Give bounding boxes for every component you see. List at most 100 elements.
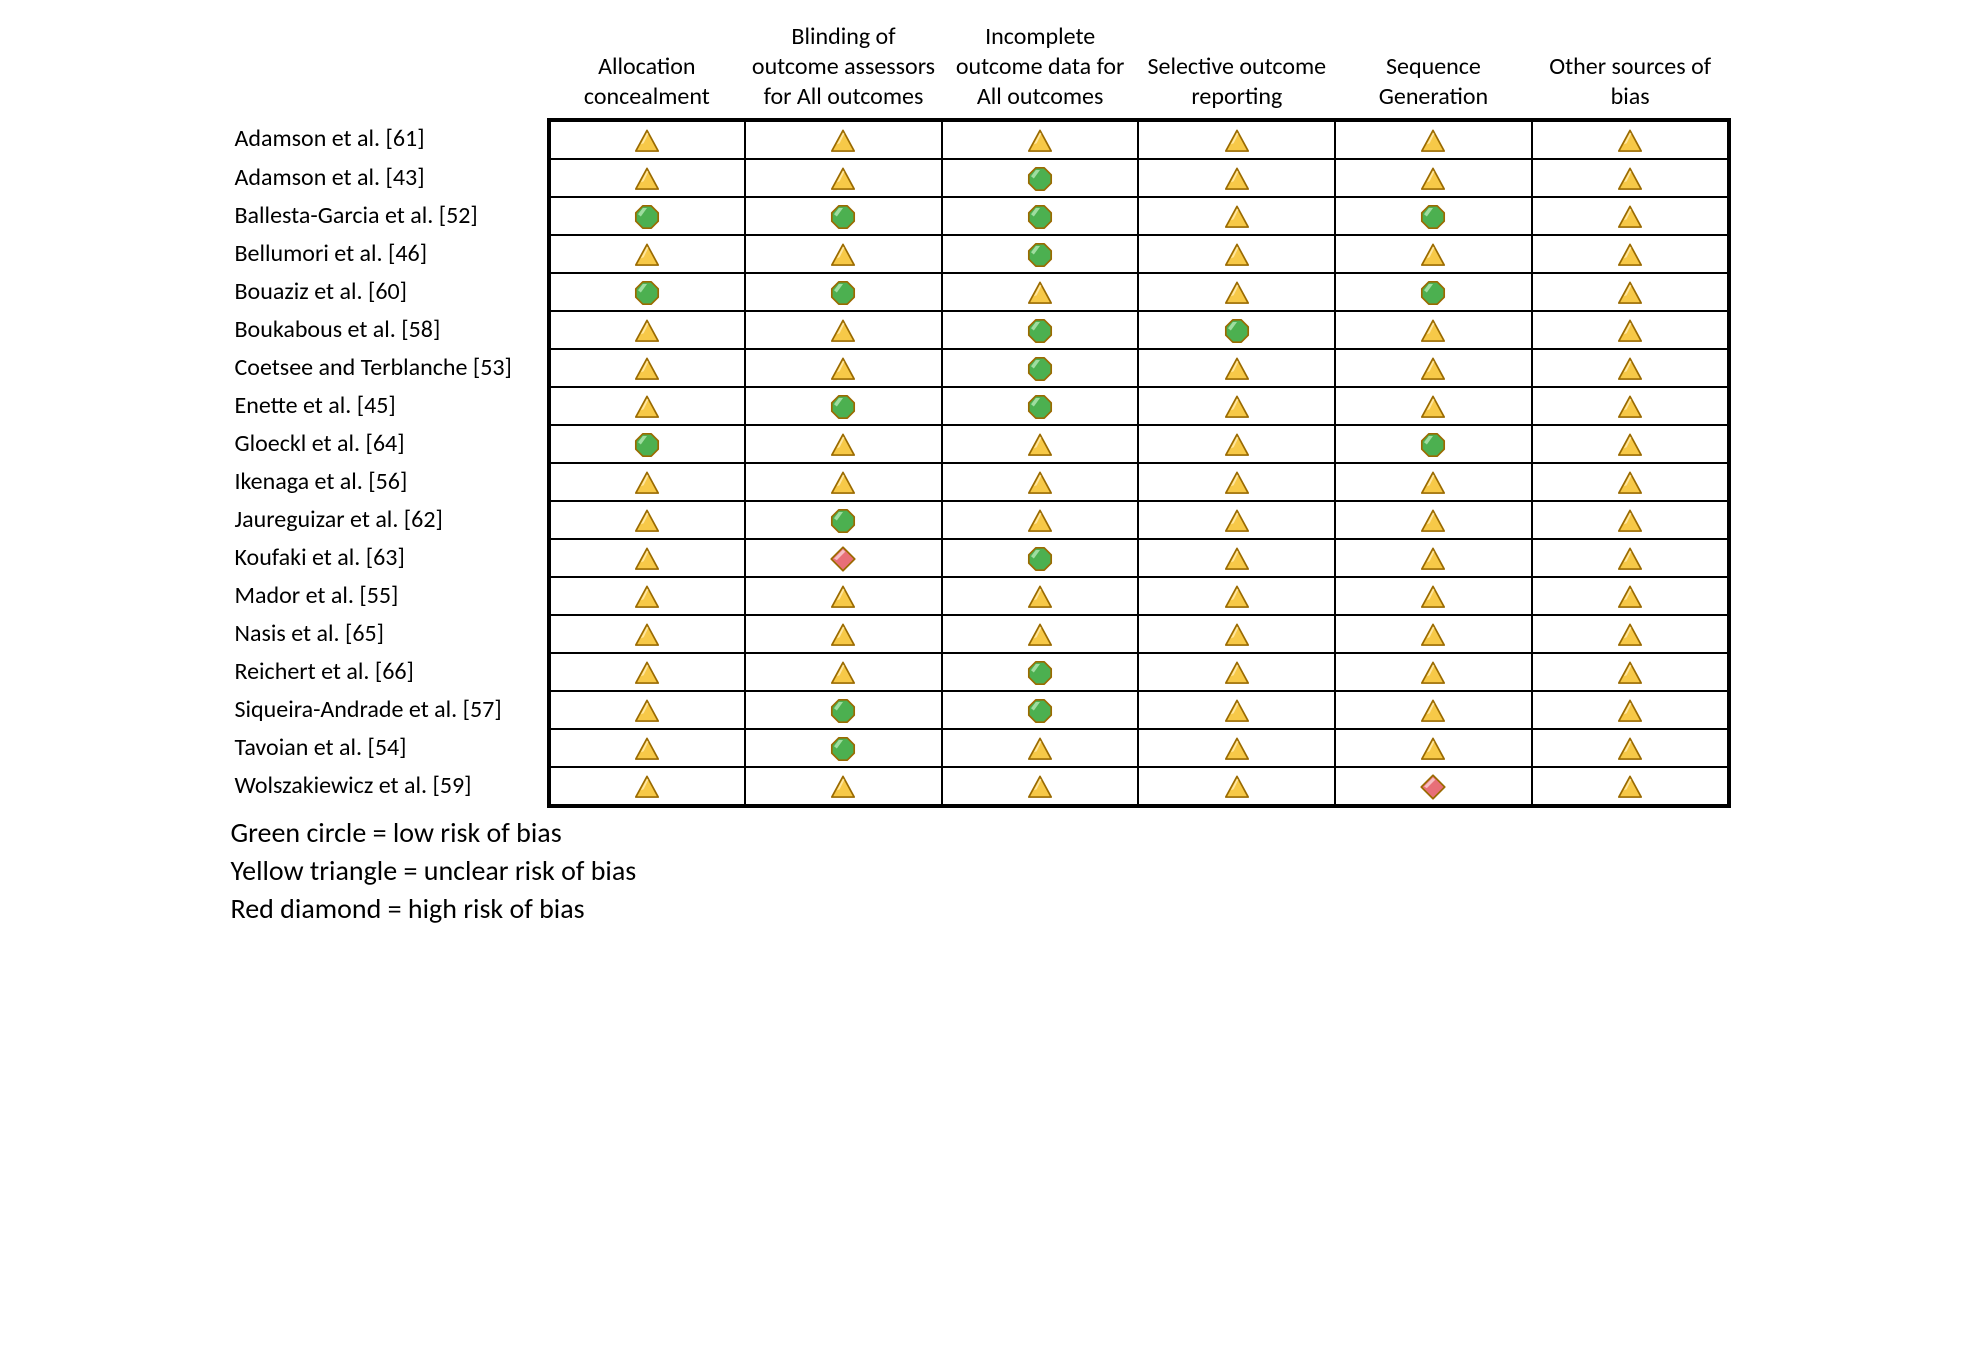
low-risk-icon (633, 431, 661, 459)
risk-cell (549, 539, 746, 577)
low-risk-icon (1026, 241, 1054, 269)
unclear-risk-icon (633, 545, 661, 573)
risk-cell (942, 577, 1139, 615)
risk-cell (942, 311, 1139, 349)
row-label: Ballesta-Garcia et al. [52] (231, 197, 549, 235)
risk-cell (549, 197, 746, 235)
unclear-risk-icon (1419, 621, 1447, 649)
row-label: Siqueira-Andrade et al. [57] (231, 691, 549, 729)
table-row: Coetsee and Terblanche [53] (231, 349, 1729, 387)
risk-cell (549, 311, 746, 349)
risk-cell (1532, 691, 1729, 729)
unclear-risk-icon (1419, 507, 1447, 535)
unclear-risk-icon (633, 165, 661, 193)
unclear-risk-icon (1616, 545, 1644, 573)
table-row: Mador et al. [55] (231, 577, 1729, 615)
unclear-risk-icon (1223, 279, 1251, 307)
unclear-risk-icon (829, 773, 857, 801)
row-label: Tavoian et al. [54] (231, 729, 549, 767)
risk-cell (942, 387, 1139, 425)
risk-cell (745, 615, 942, 653)
risk-cell (1138, 425, 1335, 463)
risk-cell (942, 501, 1139, 539)
risk-cell (549, 387, 746, 425)
unclear-risk-icon (1223, 545, 1251, 573)
risk-cell (1138, 273, 1335, 311)
risk-cell (1335, 501, 1532, 539)
risk-cell (942, 349, 1139, 387)
low-risk-icon (829, 697, 857, 725)
risk-cell (1532, 197, 1729, 235)
risk-cell (942, 235, 1139, 273)
unclear-risk-icon (829, 659, 857, 687)
risk-cell (1138, 691, 1335, 729)
row-label: Jaureguizar et al. [62] (231, 501, 549, 539)
risk-cell (1532, 387, 1729, 425)
risk-cell (1532, 729, 1729, 767)
unclear-risk-icon (1419, 165, 1447, 193)
risk-cell (1532, 120, 1729, 159)
unclear-risk-icon (1616, 127, 1644, 155)
risk-cell (1335, 539, 1532, 577)
risk-cell (1532, 577, 1729, 615)
risk-cell (745, 767, 942, 806)
unclear-risk-icon (1616, 165, 1644, 193)
risk-cell (549, 273, 746, 311)
table-row: Adamson et al. [43] (231, 159, 1729, 197)
low-risk-icon (1026, 355, 1054, 383)
risk-cell (1532, 159, 1729, 197)
unclear-risk-icon (829, 621, 857, 649)
unclear-risk-icon (829, 355, 857, 383)
risk-cell (1335, 349, 1532, 387)
risk-cell (942, 273, 1139, 311)
unclear-risk-icon (1223, 127, 1251, 155)
risk-cell (1335, 577, 1532, 615)
risk-cell (1138, 159, 1335, 197)
row-label: Wolszakiewicz et al. [59] (231, 767, 549, 806)
risk-cell (745, 349, 942, 387)
unclear-risk-icon (1223, 469, 1251, 497)
risk-cell (942, 463, 1139, 501)
unclear-risk-icon (1616, 773, 1644, 801)
low-risk-icon (1223, 317, 1251, 345)
risk-cell (1335, 653, 1532, 691)
risk-cell (1532, 311, 1729, 349)
unclear-risk-icon (633, 469, 661, 497)
unclear-risk-icon (829, 127, 857, 155)
unclear-risk-icon (1223, 697, 1251, 725)
risk-cell (745, 311, 942, 349)
unclear-risk-icon (1026, 507, 1054, 535)
low-risk-icon (1026, 659, 1054, 687)
unclear-risk-icon (829, 317, 857, 345)
risk-cell (1138, 615, 1335, 653)
risk-cell (1138, 387, 1335, 425)
unclear-risk-icon (1616, 659, 1644, 687)
unclear-risk-icon (829, 165, 857, 193)
risk-cell (1138, 539, 1335, 577)
low-risk-icon (1026, 165, 1054, 193)
risk-cell (1335, 425, 1532, 463)
row-label: Bouaziz et al. [60] (231, 273, 549, 311)
unclear-risk-icon (1223, 431, 1251, 459)
low-risk-icon (1026, 317, 1054, 345)
risk-cell (549, 463, 746, 501)
risk-cell (549, 615, 746, 653)
table-row: Adamson et al. [61] (231, 120, 1729, 159)
risk-cell (942, 425, 1139, 463)
low-risk-icon (829, 507, 857, 535)
unclear-risk-icon (1026, 431, 1054, 459)
table-row: Ikenaga et al. [56] (231, 463, 1729, 501)
unclear-risk-icon (1223, 393, 1251, 421)
unclear-risk-icon (1616, 469, 1644, 497)
unclear-risk-icon (633, 697, 661, 725)
risk-cell (1138, 729, 1335, 767)
unclear-risk-icon (1419, 317, 1447, 345)
risk-of-bias-table: Allocation concealment Blinding of outco… (231, 20, 1731, 808)
risk-cell (549, 577, 746, 615)
legend-unclear: Yellow triangle = unclear risk of bias (231, 852, 1731, 890)
risk-cell (1335, 729, 1532, 767)
table-row: Koufaki et al. [63] (231, 539, 1729, 577)
unclear-risk-icon (633, 621, 661, 649)
unclear-risk-icon (633, 241, 661, 269)
risk-cell (1335, 159, 1532, 197)
